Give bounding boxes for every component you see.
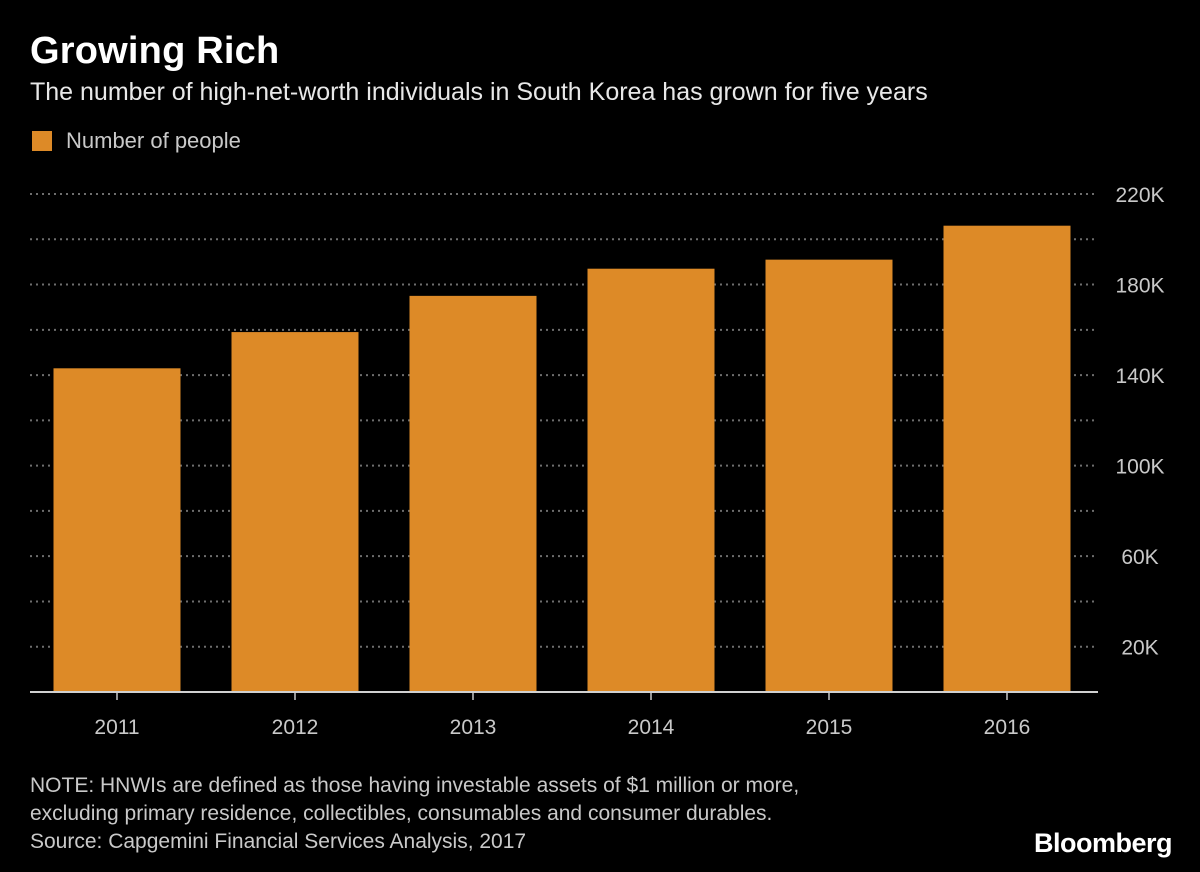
- y-tick-label: 20K: [1121, 637, 1158, 660]
- bloomberg-logo: Bloomberg: [1033, 828, 1173, 858]
- footnote-line: NOTE: HNWIs are defined as those having …: [30, 774, 800, 797]
- y-tick-label: 180K: [1115, 275, 1164, 298]
- legend: Number of people: [32, 128, 241, 154]
- y-tick-label: 60K: [1121, 546, 1158, 569]
- y-tick-label: 140K: [1115, 365, 1164, 388]
- legend-label: Number of people: [66, 128, 241, 153]
- legend-swatch: [32, 131, 52, 151]
- bar-2016: [943, 225, 1071, 692]
- x-tick-label: 2014: [628, 716, 675, 739]
- y-tick-label: 220K: [1115, 184, 1164, 207]
- source-line: Source: Capgemini Financial Services Ana…: [30, 830, 527, 853]
- bar-2011: [53, 368, 181, 692]
- bar-2014: [587, 268, 715, 692]
- bar-2015: [765, 259, 893, 692]
- x-tick-label: 2012: [272, 716, 319, 739]
- x-tick-label: 2013: [450, 716, 497, 739]
- x-tick-label: 2011: [94, 716, 139, 739]
- chart-title: Growing Rich: [30, 30, 280, 72]
- chart-subtitle: The number of high-net-worth individuals…: [30, 78, 928, 106]
- bars: [53, 225, 1071, 692]
- footnote-line: excluding primary residence, collectible…: [30, 802, 773, 825]
- axes: 20K 60K 100K 140K 180K 220K 2011 2012 2013 2014 20…: [30, 184, 1165, 739]
- bar-2012: [231, 332, 359, 692]
- gridlines: [30, 193, 1098, 648]
- bar-2013: [409, 295, 537, 692]
- y-tick-label: 100K: [1115, 456, 1164, 479]
- x-tick-label: 2016: [984, 716, 1031, 739]
- x-tick-label: 2015: [806, 716, 853, 739]
- footnote: NOTE: HNWIs are defined as those having …: [30, 772, 799, 856]
